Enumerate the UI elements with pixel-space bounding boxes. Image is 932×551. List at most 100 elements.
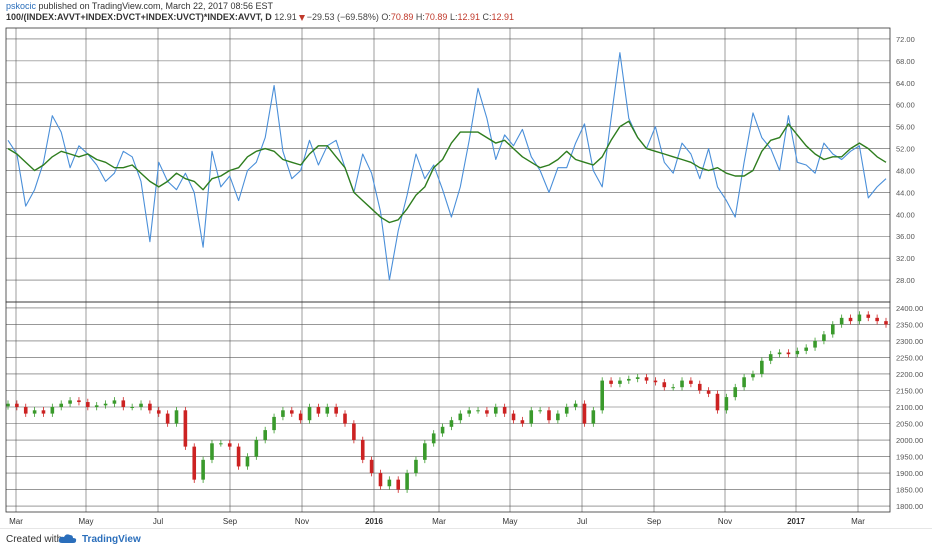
close-value: 12.91 — [491, 12, 515, 22]
grid-lines — [6, 28, 890, 512]
y-tick-label: 2000.00 — [896, 436, 923, 445]
candle-body — [236, 446, 241, 467]
candle-body — [644, 377, 649, 381]
candle-body — [502, 407, 507, 414]
candle-body — [148, 403, 152, 411]
indicator-series — [7, 52, 887, 281]
y-tick-label: 52.00 — [896, 145, 915, 154]
y-tick-label: 1900.00 — [896, 469, 923, 478]
candle-body — [192, 446, 197, 480]
candle-body — [662, 382, 667, 388]
x-tick-label: May — [502, 517, 517, 526]
tradingview-link[interactable]: TradingView — [82, 534, 141, 545]
price-change: −29.53 (−69.58%) — [306, 12, 379, 22]
open-value: 70.89 — [390, 12, 414, 22]
low-label: L: — [449, 12, 458, 22]
candle-body — [103, 403, 108, 406]
candle-body — [414, 459, 418, 474]
candle-body — [529, 410, 534, 424]
candle-body — [94, 405, 99, 407]
price-candles — [6, 311, 888, 493]
candle-body — [866, 314, 871, 318]
candle-body — [431, 433, 436, 444]
footer: Created with TradingView — [0, 528, 932, 551]
publish-line: pskocic published on TradingView.com, Ma… — [6, 1, 273, 11]
symbol-name[interactable]: 100/(INDEX:AVVT+INDEX:DVCT+INDEX:UVCT)*I… — [6, 12, 272, 22]
x-tick-label: Nov — [295, 517, 309, 526]
candle-body — [32, 410, 37, 414]
candle-body — [387, 479, 392, 487]
candle-body — [219, 443, 223, 445]
candle-body — [609, 380, 613, 384]
candle-body — [573, 403, 578, 407]
candle-body — [627, 378, 631, 381]
candle-body — [476, 410, 480, 412]
candle-body — [813, 340, 817, 348]
y-tick-label: 2050.00 — [896, 420, 923, 429]
candle-body — [804, 347, 808, 351]
candle-body — [334, 407, 338, 414]
candle-body — [618, 380, 622, 384]
candle-body — [360, 440, 365, 460]
y-tick-label: 1800.00 — [896, 502, 923, 511]
symbol-line: 100/(INDEX:AVVT+INDEX:DVCT+INDEX:UVCT)*I… — [6, 12, 514, 22]
y-tick-label: 2300.00 — [896, 337, 923, 346]
chart-header: pskocic published on TradingView.com, Ma… — [4, 0, 924, 24]
candle-body — [139, 403, 143, 407]
y-tick-label: 40.00 — [896, 210, 915, 219]
high-value: 70.89 — [424, 12, 448, 22]
author-link[interactable]: pskocic — [6, 1, 37, 11]
down-arrow-icon — [298, 14, 305, 21]
candle-body — [582, 403, 587, 424]
candle-body — [156, 410, 161, 414]
open-label: O: — [381, 12, 391, 22]
candle-body — [201, 459, 205, 480]
candle-body — [689, 380, 693, 384]
x-tick-label: Mar — [9, 517, 23, 526]
y-tick-label: 2400.00 — [896, 304, 923, 313]
candle-body — [121, 400, 126, 407]
publish-info: published on TradingView.com, March 22, … — [38, 1, 274, 11]
chart-canvas[interactable]: Mar May Jul Sep Nov 2016 Mar May Jul Sep Nov 2017 Ma… — [0, 24, 932, 528]
candle-body — [440, 426, 445, 434]
candle-body — [706, 390, 711, 394]
bottom-pane-frame — [5, 301, 891, 513]
y-tick-label: 48.00 — [896, 166, 915, 175]
candle-body — [174, 410, 179, 424]
high-label: H: — [415, 12, 425, 22]
candle-body — [316, 407, 321, 414]
candle-body — [777, 352, 782, 355]
y-tick-label: 44.00 — [896, 188, 915, 197]
candle-body — [298, 413, 303, 421]
candle-body — [848, 317, 853, 322]
green-series-line — [7, 120, 887, 224]
x-tick-label: Mar — [851, 517, 865, 526]
last-price: 12.91 — [274, 12, 297, 22]
candle-body — [697, 383, 702, 391]
price-axes: Mar May Jul Sep Nov 2016 Mar May Jul Sep Nov 2017 Ma… — [5, 27, 923, 526]
candle-body — [77, 400, 81, 403]
candle-body — [635, 377, 640, 379]
y-tick-label: 1850.00 — [896, 486, 923, 495]
candle-body — [281, 410, 285, 417]
candle-body — [493, 407, 498, 414]
y-tick-label: 60.00 — [896, 101, 915, 110]
candle-body — [263, 430, 267, 441]
y-tick-label: 56.00 — [896, 123, 915, 132]
x-tick-label: Jul — [153, 517, 163, 526]
candle-body — [307, 407, 312, 421]
candle-body — [227, 443, 232, 447]
x-tick-label: Sep — [223, 517, 238, 526]
candle-body — [272, 416, 276, 431]
candle-body — [680, 380, 684, 388]
candle-body — [405, 473, 409, 490]
candle-body — [183, 410, 188, 447]
candle-body — [786, 352, 791, 355]
candle-body — [547, 410, 551, 421]
y-tick-label: 68.00 — [896, 57, 915, 66]
candle-body — [449, 420, 454, 427]
candle-body — [751, 373, 755, 378]
candle-body — [378, 473, 383, 487]
y-tick-label: 2250.00 — [896, 353, 923, 362]
candle-body — [760, 360, 764, 374]
